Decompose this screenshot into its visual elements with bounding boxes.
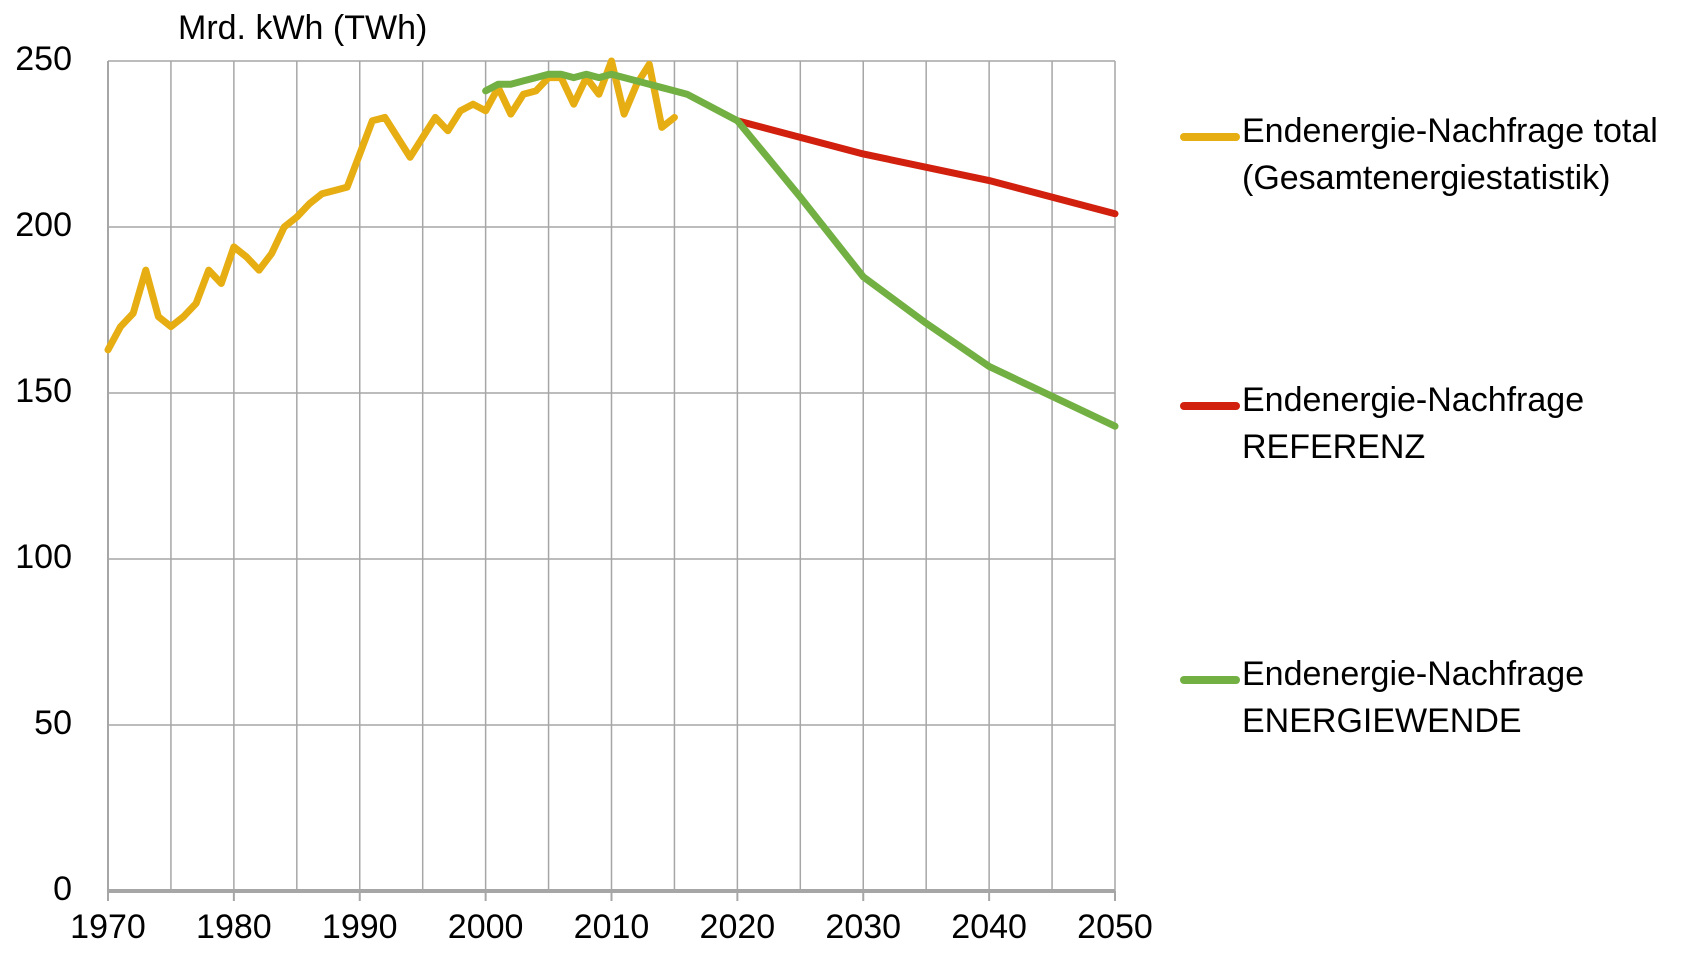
legend-label: Endenergie-Nachfrage ENERGIEWENDE [1242, 655, 1585, 740]
x-tick-label: 2030 [825, 908, 901, 946]
legend-label: Endenergie-Nachfrage REFERENZ [1242, 381, 1585, 466]
y-axis-label: Mrd. kWh (TWh) [178, 9, 427, 47]
y-tick-label: 50 [34, 704, 72, 742]
x-tick-label: 1970 [70, 908, 146, 946]
x-tick-label: 2000 [448, 908, 524, 946]
series-line [104, 57, 678, 354]
legend-label: Endenergie-Nachfrage total (Gesamtenergi… [1242, 112, 1658, 197]
y-tick-label: 200 [15, 206, 72, 244]
x-tick-label: 2020 [700, 908, 776, 946]
grid [107, 60, 1116, 892]
legend-swatch [1180, 402, 1240, 410]
x-tick-label: 2050 [1077, 908, 1153, 946]
y-tick-label: 100 [15, 538, 72, 576]
x-tick-label: 2010 [574, 908, 650, 946]
x-tick-label: 1980 [196, 908, 272, 946]
y-tick-label: 0 [53, 870, 72, 908]
y-tick-label: 150 [15, 372, 72, 410]
x-tick-label: 2040 [951, 908, 1027, 946]
series-line [733, 117, 1119, 218]
y-tick-label: 250 [15, 40, 72, 78]
series-line [482, 70, 1119, 430]
legend-swatch [1180, 133, 1240, 141]
x-tick-label: 1990 [322, 908, 398, 946]
legend-swatch [1180, 676, 1240, 684]
